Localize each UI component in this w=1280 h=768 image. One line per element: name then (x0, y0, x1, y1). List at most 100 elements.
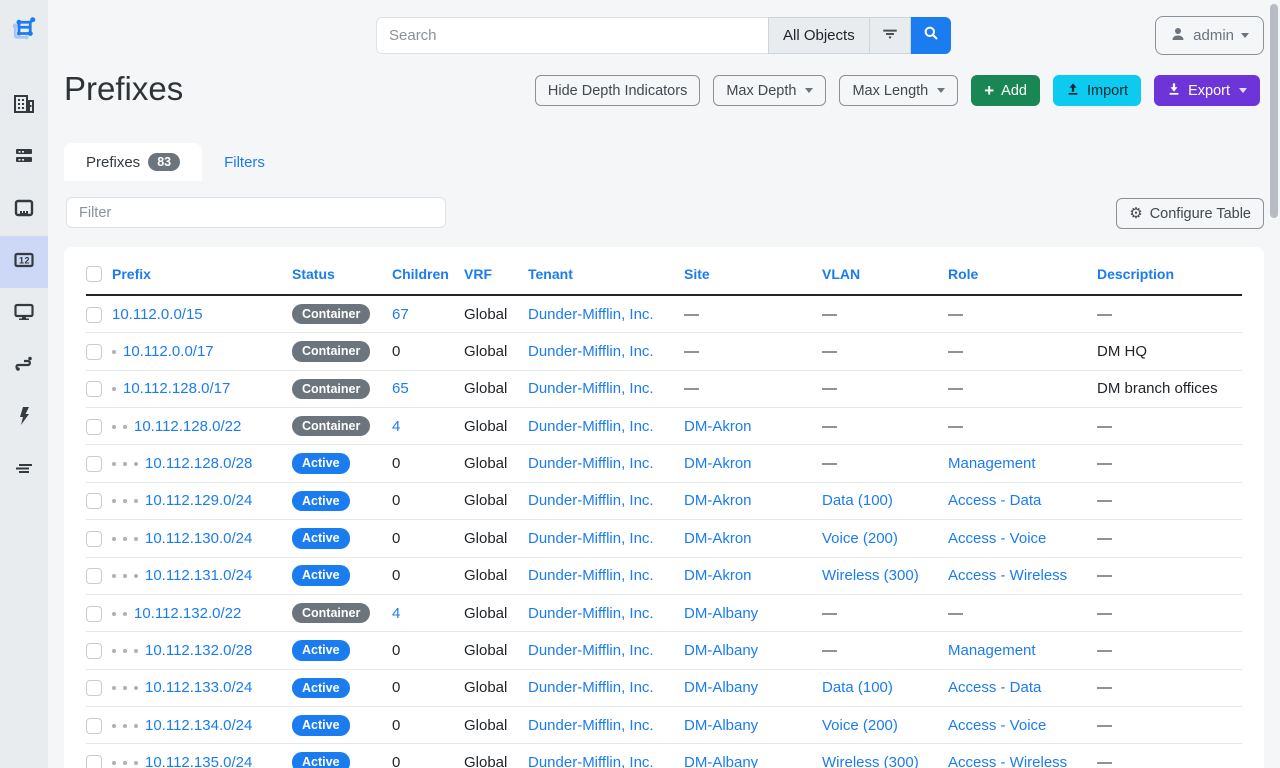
row-checkbox[interactable] (86, 306, 102, 323)
scrollbar-track[interactable] (1269, 0, 1279, 768)
column-header-site[interactable]: Site (684, 247, 822, 297)
column-header-description[interactable]: Description (1097, 247, 1242, 297)
hide-depth-indicators-button[interactable]: Hide Depth Indicators (534, 75, 701, 106)
tab-prefixes[interactable]: Prefixes 83 (64, 143, 203, 181)
tenant-link[interactable]: Dunder-Mifflin, Inc. (528, 305, 654, 323)
tenant-link[interactable]: Dunder-Mifflin, Inc. (528, 492, 654, 510)
row-checkbox[interactable] (86, 605, 102, 622)
sidebar-item-circuits[interactable] (0, 340, 48, 392)
column-header-vrf[interactable]: VRF (464, 247, 528, 297)
search-filter-button[interactable] (868, 17, 911, 54)
prefix-link[interactable]: 10.112.128.0/22 (134, 417, 242, 435)
site-link[interactable]: DM-Albany (684, 642, 759, 659)
site-link[interactable]: DM-Akron (684, 529, 752, 547)
tenant-link[interactable]: Dunder-Mifflin, Inc. (528, 529, 654, 547)
prefix-link[interactable]: 10.112.134.0/24 (145, 716, 253, 734)
tenant-link[interactable]: Dunder-Mifflin, Inc. (528, 754, 654, 768)
tenant-link[interactable]: Dunder-Mifflin, Inc. (528, 716, 654, 734)
vlan-link[interactable]: Voice (200) (822, 716, 898, 734)
site-link[interactable]: DM-Albany (684, 754, 759, 768)
prefix-link[interactable]: 10.112.0.0/17 (123, 342, 214, 360)
row-checkbox[interactable] (86, 755, 102, 768)
vlan-link[interactable]: Voice (200) (822, 529, 898, 547)
table-filter-input[interactable] (66, 197, 446, 228)
children-count-link[interactable]: 4 (392, 604, 401, 622)
tenant-link[interactable]: Dunder-Mifflin, Inc. (528, 679, 654, 697)
prefix-link[interactable]: 10.112.130.0/24 (145, 529, 253, 547)
scrollbar-thumb[interactable] (1270, 4, 1278, 218)
sidebar-item-organization[interactable] (0, 80, 48, 132)
select-all-checkbox[interactable] (86, 266, 102, 283)
sidebar-item-virtualization[interactable] (0, 288, 48, 340)
vlan-link[interactable]: Data (100) (822, 492, 893, 510)
role-link[interactable]: Access - Voice (948, 529, 1047, 547)
row-checkbox[interactable] (86, 643, 102, 660)
children-count-link[interactable]: 4 (392, 417, 401, 435)
sidebar-item-devices[interactable] (0, 132, 48, 184)
tenant-link[interactable]: Dunder-Mifflin, Inc. (528, 380, 654, 398)
role-link[interactable]: Management (948, 455, 1036, 473)
tenant-link[interactable]: Dunder-Mifflin, Inc. (528, 342, 654, 360)
tenant-link[interactable]: Dunder-Mifflin, Inc. (528, 417, 654, 435)
search-input[interactable] (376, 17, 768, 54)
prefix-link[interactable]: 10.112.132.0/28 (145, 642, 253, 659)
import-button[interactable]: Import (1052, 75, 1142, 106)
sidebar-item-power[interactable] (0, 392, 48, 444)
max-depth-dropdown[interactable]: Max Depth (713, 75, 827, 106)
max-length-dropdown[interactable]: Max Length (839, 75, 959, 106)
column-header-status[interactable]: Status (292, 247, 392, 297)
row-checkbox[interactable] (86, 418, 102, 435)
configure-table-button[interactable]: ⚙︎ Configure Table (1116, 198, 1264, 229)
prefix-link[interactable]: 10.112.131.0/24 (145, 567, 253, 585)
vlan-link[interactable]: Wireless (300) (822, 754, 919, 768)
role-link[interactable]: Access - Wireless (948, 567, 1068, 585)
column-header-prefix[interactable]: Prefix (112, 247, 292, 297)
role-link[interactable]: Access - Data (948, 492, 1042, 510)
tenant-link[interactable]: Dunder-Mifflin, Inc. (528, 567, 654, 585)
column-header-vlan[interactable]: VLAN (822, 247, 948, 297)
row-checkbox[interactable] (86, 456, 102, 473)
vlan-link[interactable]: Wireless (300) (822, 567, 919, 585)
user-menu-button[interactable]: admin (1155, 16, 1264, 55)
role-link[interactable]: Access - Wireless (948, 754, 1068, 768)
tenant-link[interactable]: Dunder-Mifflin, Inc. (528, 604, 654, 622)
site-link[interactable]: DM-Akron (684, 567, 752, 585)
add-button[interactable]: + Add (971, 75, 1040, 106)
export-dropdown[interactable]: Export (1154, 75, 1260, 106)
prefix-link[interactable]: 10.112.135.0/24 (145, 754, 253, 768)
children-count-link[interactable]: 67 (392, 305, 409, 323)
site-link[interactable]: DM-Albany (684, 604, 759, 622)
tab-filters[interactable]: Filters (224, 153, 265, 171)
row-checkbox[interactable] (86, 343, 102, 360)
row-checkbox[interactable] (86, 381, 102, 398)
site-link[interactable]: DM-Albany (684, 716, 759, 734)
column-header-children[interactable]: Children (392, 247, 464, 297)
tenant-link[interactable]: Dunder-Mifflin, Inc. (528, 455, 654, 473)
prefix-link[interactable]: 10.112.128.0/17 (123, 380, 231, 398)
row-checkbox[interactable] (86, 568, 102, 585)
site-link[interactable]: DM-Akron (684, 417, 752, 435)
site-link[interactable]: DM-Akron (684, 455, 752, 473)
vlan-link[interactable]: Data (100) (822, 679, 893, 697)
prefix-link[interactable]: 10.112.133.0/24 (145, 679, 253, 697)
children-count-link[interactable]: 65 (392, 380, 409, 398)
column-header-role[interactable]: Role (948, 247, 1097, 297)
tenant-link[interactable]: Dunder-Mifflin, Inc. (528, 642, 654, 659)
site-link[interactable]: DM-Albany (684, 679, 759, 697)
row-checkbox[interactable] (86, 530, 102, 547)
prefix-link[interactable]: 10.112.128.0/28 (145, 455, 253, 473)
netbox-logo-icon[interactable] (0, 0, 48, 62)
role-link[interactable]: Access - Voice (948, 716, 1047, 734)
role-link[interactable]: Management (948, 642, 1036, 659)
sidebar-item-connections[interactable] (0, 184, 48, 236)
role-link[interactable]: Access - Data (948, 679, 1042, 697)
row-checkbox[interactable] (86, 493, 102, 510)
column-header-tenant[interactable]: Tenant (528, 247, 684, 297)
site-link[interactable]: DM-Akron (684, 492, 752, 510)
sidebar-item-misc[interactable] (0, 444, 48, 496)
row-checkbox[interactable] (86, 680, 102, 697)
prefix-link[interactable]: 10.112.129.0/24 (145, 492, 253, 510)
search-submit-button[interactable] (910, 17, 951, 54)
prefix-link[interactable]: 10.112.0.0/15 (112, 305, 203, 323)
